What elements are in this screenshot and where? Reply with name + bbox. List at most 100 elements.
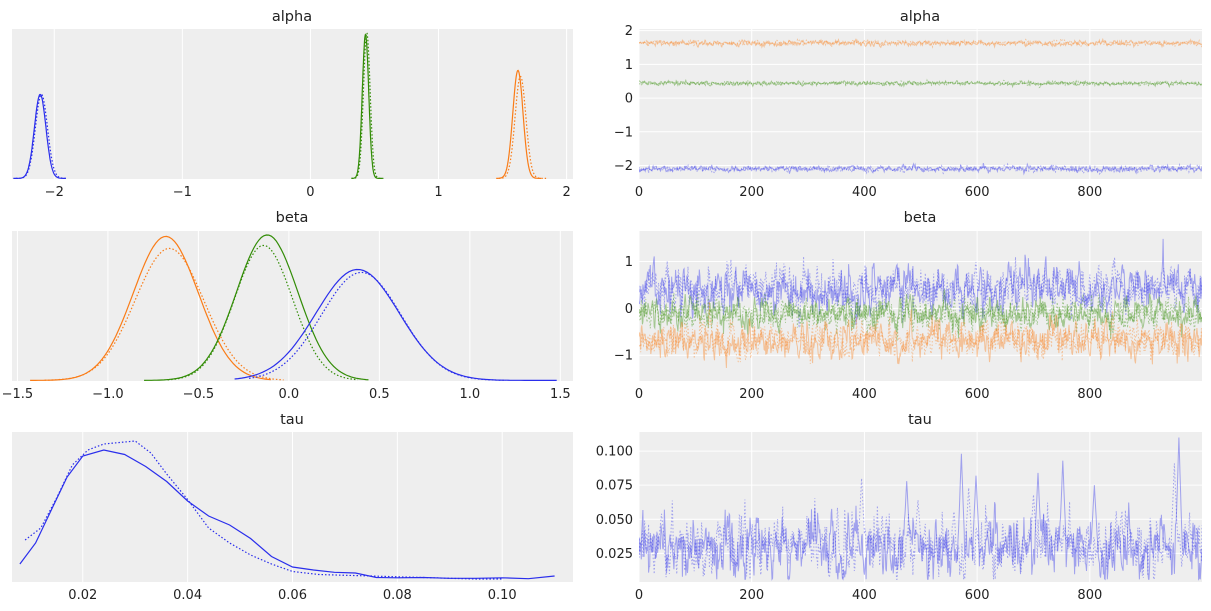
chart-tau-trace: 0 200 400 600 800 0.100 0.075 0.050 0.025 tau [596, 412, 1202, 603]
x-tick-label: 200 [739, 387, 764, 402]
series-layer [19, 440, 555, 580]
gridlines [16, 231, 561, 381]
y-tick-label: 1 [625, 58, 633, 73]
chart-title: tau [908, 412, 932, 428]
series-line-blue [639, 162, 1202, 176]
x-tick-label: 1 [434, 185, 442, 200]
series-layer [639, 238, 1202, 369]
x-tick-label: 1.0 [460, 387, 481, 402]
series-layer [639, 437, 1202, 581]
plot-area [12, 29, 573, 179]
y-tick-label: −1 [614, 125, 633, 140]
tick-labels: −2 −1 0 1 2 [45, 185, 571, 200]
y-tick-label: 0 [625, 92, 633, 107]
x-tick-label: 0.5 [369, 387, 390, 402]
x-tick-label: −0.5 [183, 387, 215, 402]
x-tick-label: 800 [1077, 387, 1102, 402]
series-line-green [639, 78, 1202, 89]
series-layer [639, 37, 1202, 176]
series-line-orange [639, 37, 1202, 49]
y-tick-label: −1 [614, 349, 633, 364]
x-tick-label: 1.5 [550, 387, 571, 402]
chart-beta-density: −1.5 −1.0 −0.5 0.0 0.5 1.0 1.5 beta [2, 210, 573, 402]
plot-area [12, 231, 573, 381]
series-line-green [351, 33, 383, 179]
gridlines [638, 231, 1202, 381]
x-tick-label: 0 [306, 185, 314, 200]
x-tick-label: 600 [965, 387, 990, 402]
series-line-green-dotted [639, 78, 1202, 89]
x-tick-label: 0 [635, 387, 643, 402]
chart-title: alpha [900, 9, 940, 25]
x-tick-label: 400 [852, 588, 877, 603]
series-line-orange [639, 309, 1202, 369]
x-tick-label: 0.08 [383, 588, 412, 603]
x-tick-label: 0 [635, 185, 643, 200]
plot-area [639, 432, 1202, 582]
series-line-orange-dotted [639, 37, 1202, 49]
x-tick-label: 400 [852, 387, 877, 402]
x-tick-label: 2 [562, 185, 570, 200]
series-line-blue [13, 93, 66, 179]
series-line-blue [639, 238, 1202, 325]
tick-labels: 0 200 400 600 800 2 1 0 −1 −2 [614, 24, 1102, 200]
series-line-green-dotted [639, 292, 1202, 341]
y-tick-label: 0.025 [596, 547, 633, 562]
chart-title: beta [904, 210, 937, 226]
plot-area [639, 29, 1202, 179]
series-line-blue-dotted [248, 271, 507, 381]
x-tick-label: 0 [635, 588, 643, 603]
gridlines [638, 29, 1202, 179]
chart-beta-trace: 0 200 400 600 800 1 0 −1 beta [614, 210, 1202, 402]
chart-title: tau [280, 412, 304, 428]
x-tick-label: 400 [852, 185, 877, 200]
tick-labels: 0.02 0.04 0.06 0.08 0.10 [68, 588, 516, 603]
series-line-orange [496, 69, 541, 179]
y-tick-label: 0.100 [596, 445, 633, 460]
series-line-blue-dotted [15, 93, 68, 179]
x-tick-label: 0.02 [68, 588, 97, 603]
x-tick-label: 0.0 [279, 387, 300, 402]
gridlines [638, 432, 1202, 582]
x-tick-label: 600 [965, 588, 990, 603]
series-line-green [639, 288, 1202, 340]
series-line-blue-dotted [24, 440, 503, 580]
plot-area [639, 231, 1202, 381]
tick-labels: 0 200 400 600 800 1 0 −1 [614, 255, 1102, 402]
series-line-orange-dotted [44, 247, 284, 381]
x-tick-label: 800 [1077, 588, 1102, 603]
chart-title: alpha [272, 9, 312, 25]
x-tick-label: 200 [739, 185, 764, 200]
x-tick-label: 200 [739, 588, 764, 603]
x-tick-label: 0.04 [173, 588, 202, 603]
x-tick-label: −1.5 [2, 387, 34, 402]
tick-labels: −1.5 −1.0 −0.5 0.0 0.5 1.0 1.5 [2, 387, 571, 402]
x-tick-label: −1.0 [92, 387, 124, 402]
x-tick-label: 600 [965, 185, 990, 200]
series-layer [13, 31, 547, 179]
tick-labels: 0 200 400 600 800 0.100 0.075 0.050 0.025 [596, 445, 1102, 603]
chart-tau-density: 0.02 0.04 0.06 0.08 0.10 tau [12, 412, 573, 603]
x-tick-label: −1 [173, 185, 192, 200]
y-tick-label: −2 [614, 159, 633, 174]
y-tick-label: 0.050 [596, 513, 633, 528]
y-tick-label: 0 [625, 302, 633, 317]
chart-title: beta [276, 210, 309, 226]
x-tick-label: 0.06 [278, 588, 307, 603]
series-line-blue-dotted [639, 256, 1202, 328]
y-tick-label: 2 [625, 24, 633, 39]
x-tick-label: −2 [45, 185, 64, 200]
chart-alpha-density: −2 −1 0 1 2 alpha [12, 9, 573, 200]
series-line-green-dotted [167, 244, 358, 381]
y-tick-label: 0.075 [596, 479, 633, 494]
series-line-orange-dotted [498, 75, 547, 179]
series-line-orange-dotted [639, 301, 1202, 364]
y-tick-label: 1 [625, 255, 633, 270]
chart-alpha-trace: 0 200 400 600 800 2 1 0 −1 −2 alpha [614, 9, 1202, 200]
series-layer [30, 234, 557, 381]
series-line-blue-dotted [639, 162, 1202, 175]
x-tick-label: 800 [1077, 185, 1102, 200]
x-tick-label: 0.10 [488, 588, 517, 603]
series-line-blue [639, 437, 1202, 581]
